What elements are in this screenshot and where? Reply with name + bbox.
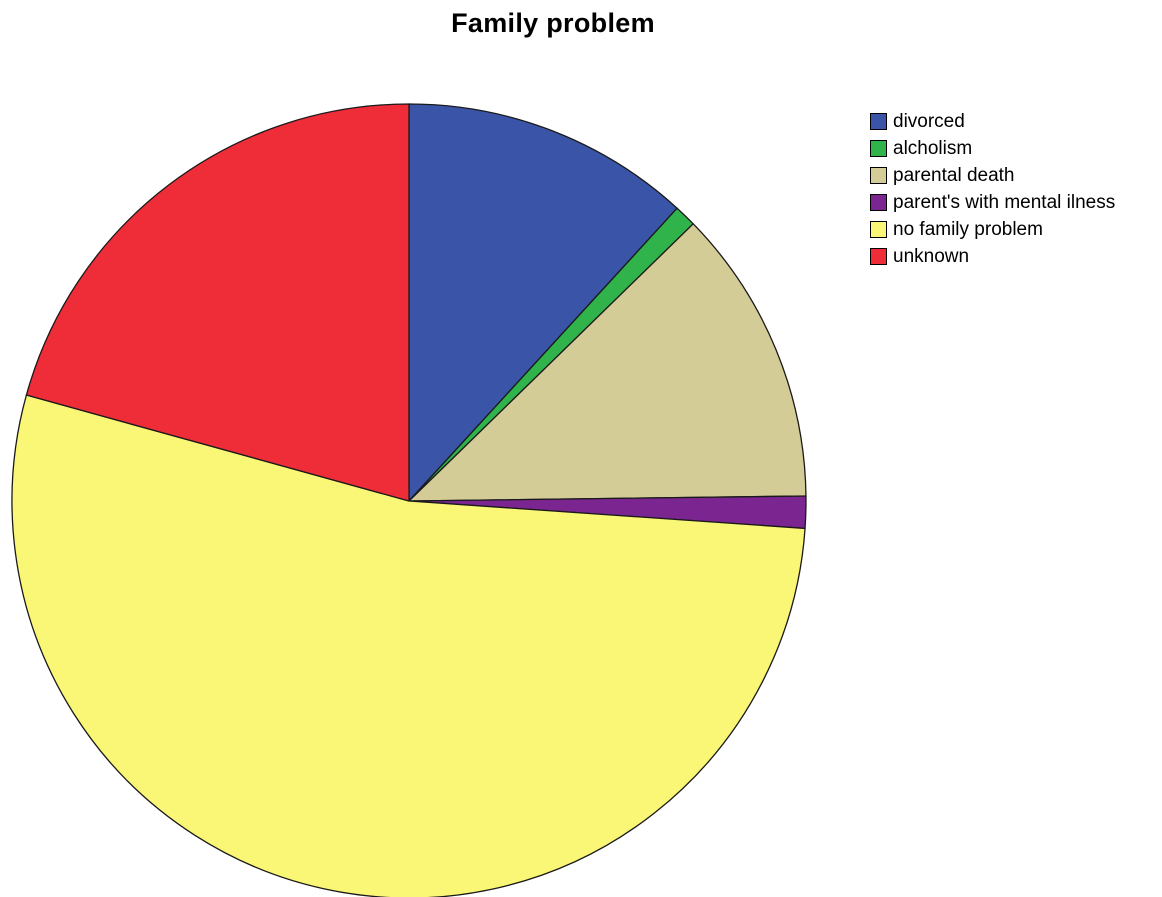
- legend-item: divorced: [870, 108, 1115, 135]
- pie-slice-unknown: [25, 103, 410, 502]
- legend-item: parent's with mental ilness: [870, 189, 1115, 216]
- legend-item: alcholism: [870, 135, 1115, 162]
- legend-label: unknown: [893, 245, 970, 267]
- legend-swatch: [870, 194, 887, 211]
- legend-swatch: [870, 221, 887, 238]
- legend-item: parental death: [870, 162, 1115, 189]
- legend-item: unknown: [870, 243, 1115, 270]
- legend-swatch: [870, 140, 887, 157]
- chart-title: Family problem: [451, 8, 655, 38]
- legend-label: parent's with mental ilness: [893, 191, 1116, 213]
- legend: divorced alcholism parental death parent's …: [870, 108, 1115, 270]
- legend-swatch: [870, 167, 887, 184]
- legend-swatch: [870, 248, 887, 265]
- legend-label: parental death: [893, 164, 1015, 186]
- legend-swatch: [870, 113, 887, 130]
- legend-label: divorced: [893, 110, 965, 132]
- legend-item: no family problem: [870, 216, 1115, 243]
- pie-slices: [11, 103, 807, 897]
- pie-slice-no-family-problem: [11, 394, 806, 897]
- legend-label: no family problem: [893, 218, 1043, 240]
- legend-label: alcholism: [893, 137, 973, 159]
- pie-slice-divorced: [408, 103, 678, 502]
- pie-slice-parental-death: [408, 223, 807, 502]
